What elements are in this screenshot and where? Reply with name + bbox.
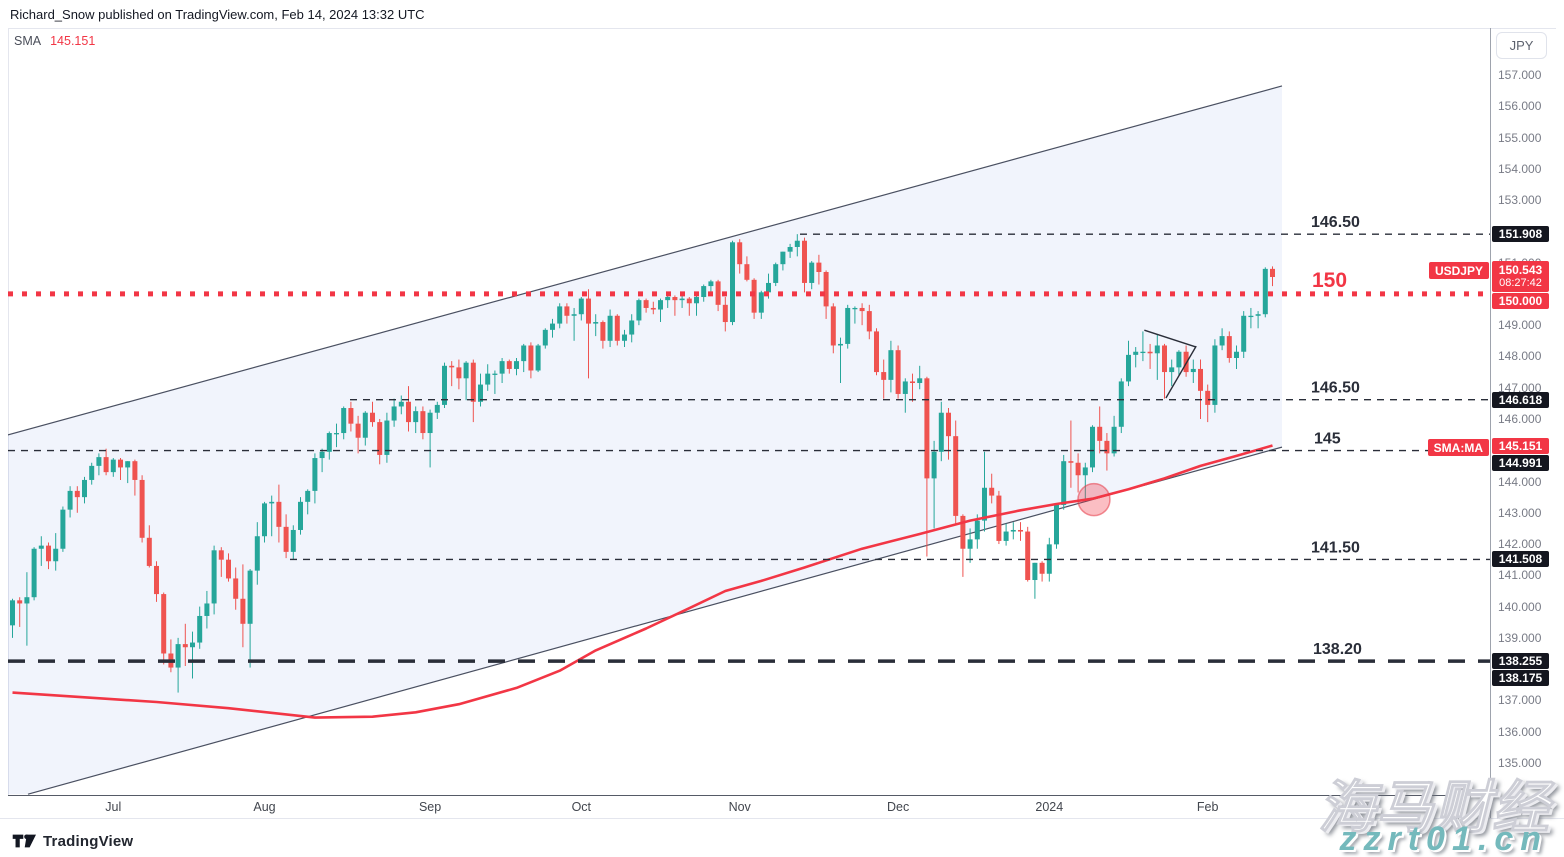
- price-badge: 138.175: [1492, 670, 1549, 687]
- price-axis-tick: 142.000: [1498, 537, 1542, 552]
- price-axis-tick: 156.000: [1498, 99, 1542, 114]
- sma-line[interactable]: [12, 444, 1273, 719]
- price-badge-value: 141.508: [1498, 552, 1543, 567]
- price-badge: 141.508: [1492, 551, 1549, 568]
- price-axis-tick: 144.000: [1498, 474, 1542, 489]
- time-axis-line: [8, 795, 1490, 796]
- symbol-tag: USDJPY: [1428, 262, 1489, 280]
- currency-toggle-button[interactable]: JPY: [1496, 32, 1547, 59]
- price-badge-countdown: 08:27:42: [1499, 277, 1542, 290]
- time-axis-bottom-border: [0, 818, 1564, 819]
- price-badge-value: 145.151: [1498, 438, 1543, 453]
- price-level-line[interactable]: 146.50: [350, 380, 1490, 401]
- time-axis-tick: Dec: [886, 800, 910, 814]
- time-axis-tick: Oct: [571, 800, 592, 814]
- time-axis[interactable]: Jul Aug Sep Oct Nov Dec 2024 Feb Mar: [0, 796, 1490, 818]
- trend-channel-drawing[interactable]: [0, 85, 1283, 795]
- price-axis-tick: 149.000: [1498, 318, 1542, 333]
- price-axis-tick: 143.000: [1498, 505, 1542, 520]
- price-axis-tick: 141.000: [1498, 568, 1542, 583]
- chart-top-border: [8, 28, 1556, 29]
- chart-left-border: [8, 28, 9, 795]
- price-axis-tick: 137.000: [1498, 693, 1542, 708]
- time-axis-tick: Aug: [253, 800, 276, 814]
- price-level-label: 145: [1314, 431, 1341, 448]
- price-badge-value: 138.255: [1498, 654, 1543, 669]
- price-level-label: 138.20: [1313, 641, 1362, 658]
- price-badge: 151.908: [1492, 226, 1549, 243]
- price-badge: 138.255: [1492, 653, 1549, 670]
- price-badge: 144.991: [1492, 454, 1549, 471]
- price-axis-tick: 146.000: [1498, 411, 1542, 426]
- price-axis-tick: 136.000: [1498, 724, 1542, 739]
- tradingview-logo-icon: [12, 834, 36, 848]
- indicator-legend[interactable]: SMA 145.151: [14, 34, 95, 48]
- time-axis-tick: 2024: [1035, 800, 1064, 814]
- tradingview-brand-text: TradingView: [43, 832, 134, 850]
- price-axis-tick: 157.000: [1498, 68, 1542, 82]
- price-level-label: 146.50: [1311, 380, 1360, 397]
- price-axis-tick: 135.000: [1498, 755, 1542, 770]
- watermark-primary: 海马财经: [1318, 776, 1550, 841]
- indicator-value: 145.151: [50, 34, 96, 48]
- price-level-label: 141.50: [1311, 539, 1360, 556]
- price-badge: 150.543 08:27:42: [1492, 261, 1549, 293]
- price-level-line[interactable]: 145: [8, 431, 1490, 452]
- price-badge-value: 146.618: [1498, 392, 1543, 407]
- pennant-drawing[interactable]: [1144, 329, 1197, 399]
- price-level-line[interactable]: 138.20: [8, 641, 1490, 663]
- price-level-line[interactable]: 146.50: [800, 214, 1490, 235]
- price-badge: 146.618: [1492, 391, 1549, 408]
- tradingview-attribution[interactable]: TradingView: [12, 831, 133, 851]
- price-axis-tick: 140.000: [1498, 599, 1542, 614]
- price-level-label: 146.50: [1311, 214, 1360, 231]
- time-axis-tick: Sep: [418, 800, 442, 814]
- price-axis-tick: 153.000: [1498, 193, 1542, 208]
- sma-tag: SMA:MA: [1427, 438, 1489, 456]
- price-axis-tick: 154.000: [1498, 161, 1542, 176]
- price-axis-tick: 148.000: [1498, 349, 1542, 364]
- publisher-byline: Richard_Snow published on TradingView.co…: [10, 7, 425, 22]
- price-badge-value: 150.000: [1498, 294, 1543, 309]
- price-badge: 150.000: [1492, 293, 1549, 310]
- time-axis-tick: Nov: [728, 800, 751, 814]
- price-axis-tick: 147.000: [1498, 380, 1542, 395]
- price-axis-tick: 139.000: [1498, 630, 1542, 645]
- price-level-line[interactable]: 141.50: [290, 539, 1490, 561]
- indicator-name: SMA: [14, 34, 42, 48]
- price-level-line[interactable]: 150: [8, 269, 1490, 297]
- watermark-secondary: zzrt01.cn: [1339, 820, 1548, 857]
- price-badge-value: 151.908: [1498, 227, 1543, 242]
- price-axis-tick: 155.000: [1498, 130, 1542, 145]
- price-badge-value: 138.175: [1498, 671, 1543, 686]
- price-axis[interactable]: 157.000156.000155.000154.000153.000151.0…: [1490, 28, 1564, 818]
- price-badge: 145.151: [1492, 437, 1549, 454]
- time-axis-tick: Jul: [105, 800, 122, 814]
- highlight-circle-drawing[interactable]: [1077, 482, 1111, 517]
- time-axis-tick: Feb: [1196, 800, 1219, 814]
- price-level-label: 150: [1312, 269, 1347, 292]
- price-badge-value: 144.991: [1498, 455, 1543, 470]
- time-axis-tick: Mar: [1351, 800, 1374, 814]
- price-badge-value: 150.543: [1498, 263, 1543, 278]
- price-axis-separator: [1490, 28, 1491, 818]
